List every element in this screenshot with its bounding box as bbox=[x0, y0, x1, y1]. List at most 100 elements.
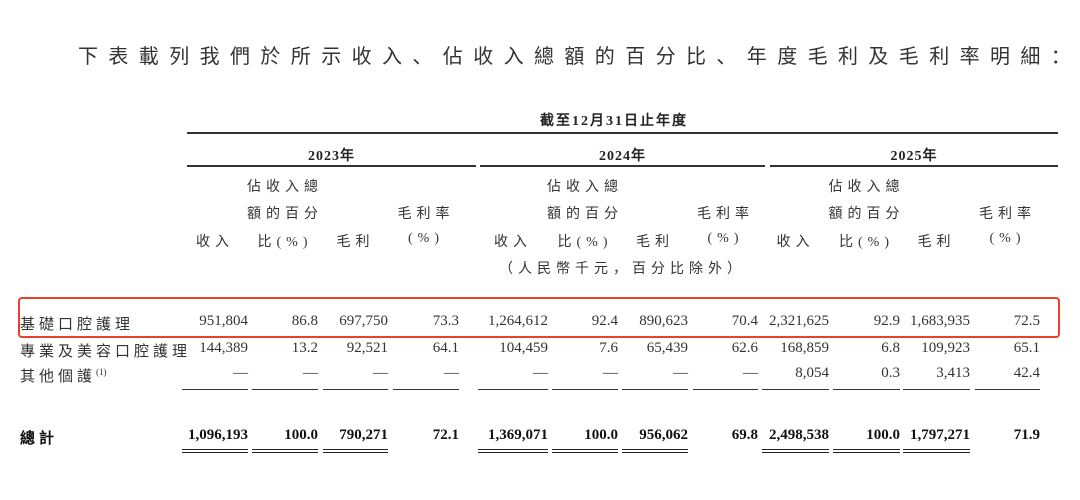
header-revenue: 收入 bbox=[776, 235, 815, 250]
table-cell: 72.5 bbox=[1013, 313, 1040, 329]
subtotal-underline bbox=[975, 389, 1040, 390]
header-gross-profit: 毛利 bbox=[636, 235, 674, 250]
total-cell: 100.0 bbox=[584, 427, 618, 443]
table-cell: 86.8 bbox=[291, 313, 318, 329]
header-share: 佔收入總 bbox=[247, 180, 323, 195]
table-cell: 92,521 bbox=[346, 340, 388, 356]
footnote-marker: (1) bbox=[96, 367, 107, 377]
total-double-underline bbox=[182, 449, 248, 453]
table-cell: 92.4 bbox=[591, 313, 618, 329]
table-cell: 62.6 bbox=[731, 340, 758, 356]
row-label-text: 其他個護 bbox=[20, 369, 97, 385]
year-2023: 2023年 bbox=[308, 149, 355, 164]
total-double-underline bbox=[762, 449, 829, 453]
header-revenue: 收入 bbox=[494, 235, 532, 250]
intro-text: 下表載列我們於所示收入、佔收入總額的百分比、年度毛利及毛利率明細： bbox=[78, 44, 1080, 68]
table-cell: 3,413 bbox=[936, 365, 970, 381]
total-cell: 71.9 bbox=[1013, 427, 1040, 443]
header-share: 額的百分 bbox=[547, 207, 623, 222]
header-share: 佔收入總 bbox=[547, 180, 623, 195]
table-cell: — bbox=[233, 365, 248, 381]
total-cell: 100.0 bbox=[866, 427, 900, 443]
divider bbox=[770, 165, 1058, 167]
header-margin: 毛利率 bbox=[697, 207, 754, 222]
subtotal-underline bbox=[552, 389, 618, 390]
total-label: 總計 bbox=[20, 431, 59, 447]
subtotal-underline bbox=[833, 389, 900, 390]
table-cell: 64.1 bbox=[432, 340, 459, 356]
subtotal-underline bbox=[903, 389, 970, 390]
table-cell: — bbox=[303, 365, 318, 381]
table-cell: 109,923 bbox=[921, 340, 970, 356]
divider bbox=[187, 132, 1058, 134]
year-2025: 2025年 bbox=[890, 149, 938, 164]
header-share: 額的百分 bbox=[247, 207, 323, 222]
header-margin: (%) bbox=[707, 231, 744, 246]
total-cell: 1,096,193 bbox=[188, 427, 248, 443]
total-cell: 1,369,071 bbox=[488, 427, 548, 443]
subtotal-underline bbox=[323, 389, 388, 390]
total-double-underline bbox=[252, 449, 318, 453]
total-double-underline bbox=[833, 449, 900, 453]
table-cell: 144,389 bbox=[199, 340, 248, 356]
header-gross-profit: 毛利 bbox=[917, 235, 956, 250]
row-label-text: 基礎口腔護理 bbox=[20, 317, 135, 333]
header-margin: (%) bbox=[408, 231, 444, 246]
divider bbox=[187, 165, 476, 167]
period-header: 截至12月31日止年度 bbox=[540, 114, 688, 129]
subtotal-underline bbox=[393, 389, 459, 390]
table-cell: 1,683,935 bbox=[910, 313, 970, 329]
subtotal-underline bbox=[478, 389, 548, 390]
table-cell: 104,459 bbox=[499, 340, 548, 356]
total-double-underline bbox=[552, 449, 618, 453]
total-cell: 2,498,538 bbox=[769, 427, 829, 443]
table-cell: 7.6 bbox=[599, 340, 618, 356]
total-double-underline bbox=[323, 449, 388, 453]
table-cell: 697,750 bbox=[339, 313, 388, 329]
year-2024: 2024年 bbox=[599, 149, 646, 164]
header-share: 比(%) bbox=[257, 235, 313, 250]
subtotal-underline bbox=[182, 389, 248, 390]
divider bbox=[480, 165, 765, 167]
header-revenue: 收入 bbox=[196, 235, 234, 250]
table-cell: 65.1 bbox=[1013, 340, 1040, 356]
subtotal-underline bbox=[762, 389, 829, 390]
table-cell: 8,054 bbox=[795, 365, 829, 381]
header-share: 比(%) bbox=[839, 235, 894, 250]
table-cell: 13.2 bbox=[291, 340, 318, 356]
table-cell: 65,439 bbox=[646, 340, 688, 356]
row-label-text: 專業及美容口腔護理 bbox=[20, 344, 192, 360]
subtotal-underline bbox=[622, 389, 688, 390]
table-cell: 890,623 bbox=[639, 313, 688, 329]
total-cell: 72.1 bbox=[432, 427, 459, 443]
row-label: 專業及美容口腔護理 bbox=[20, 340, 191, 361]
table-cell: 70.4 bbox=[731, 313, 758, 329]
header-share: 比(%) bbox=[557, 235, 613, 250]
table-cell: 2,321,625 bbox=[769, 313, 829, 329]
table-cell: — bbox=[743, 365, 758, 381]
table-cell: 42.4 bbox=[1013, 365, 1040, 381]
subtotal-underline bbox=[252, 389, 318, 390]
subtotal-underline bbox=[693, 389, 758, 390]
table-cell: — bbox=[533, 365, 548, 381]
row-label: 基礎口腔護理 bbox=[20, 313, 134, 334]
header-share: 佔收入總 bbox=[828, 180, 905, 195]
total-cell: 956,062 bbox=[639, 427, 688, 443]
header-gross-profit: 毛利 bbox=[336, 235, 375, 250]
total-cell: 790,271 bbox=[339, 427, 388, 443]
unit-note: （人民幣千元，百分比除外） bbox=[499, 262, 746, 277]
table-cell: 73.3 bbox=[432, 313, 459, 329]
table-cell: — bbox=[603, 365, 618, 381]
table-cell: — bbox=[673, 365, 688, 381]
total-cell: 1,797,271 bbox=[910, 427, 970, 443]
table-cell: 92.9 bbox=[873, 313, 900, 329]
table-cell: 0.3 bbox=[881, 365, 900, 381]
row-label: 其他個護(1) bbox=[20, 365, 107, 386]
header-margin: 毛利率 bbox=[397, 207, 455, 222]
highlight-box bbox=[18, 297, 1060, 338]
table-cell: 6.8 bbox=[881, 340, 900, 356]
total-double-underline bbox=[478, 449, 548, 453]
header-margin: 毛利率 bbox=[979, 207, 1036, 222]
table-cell: — bbox=[444, 365, 459, 381]
total-double-underline bbox=[903, 449, 970, 453]
